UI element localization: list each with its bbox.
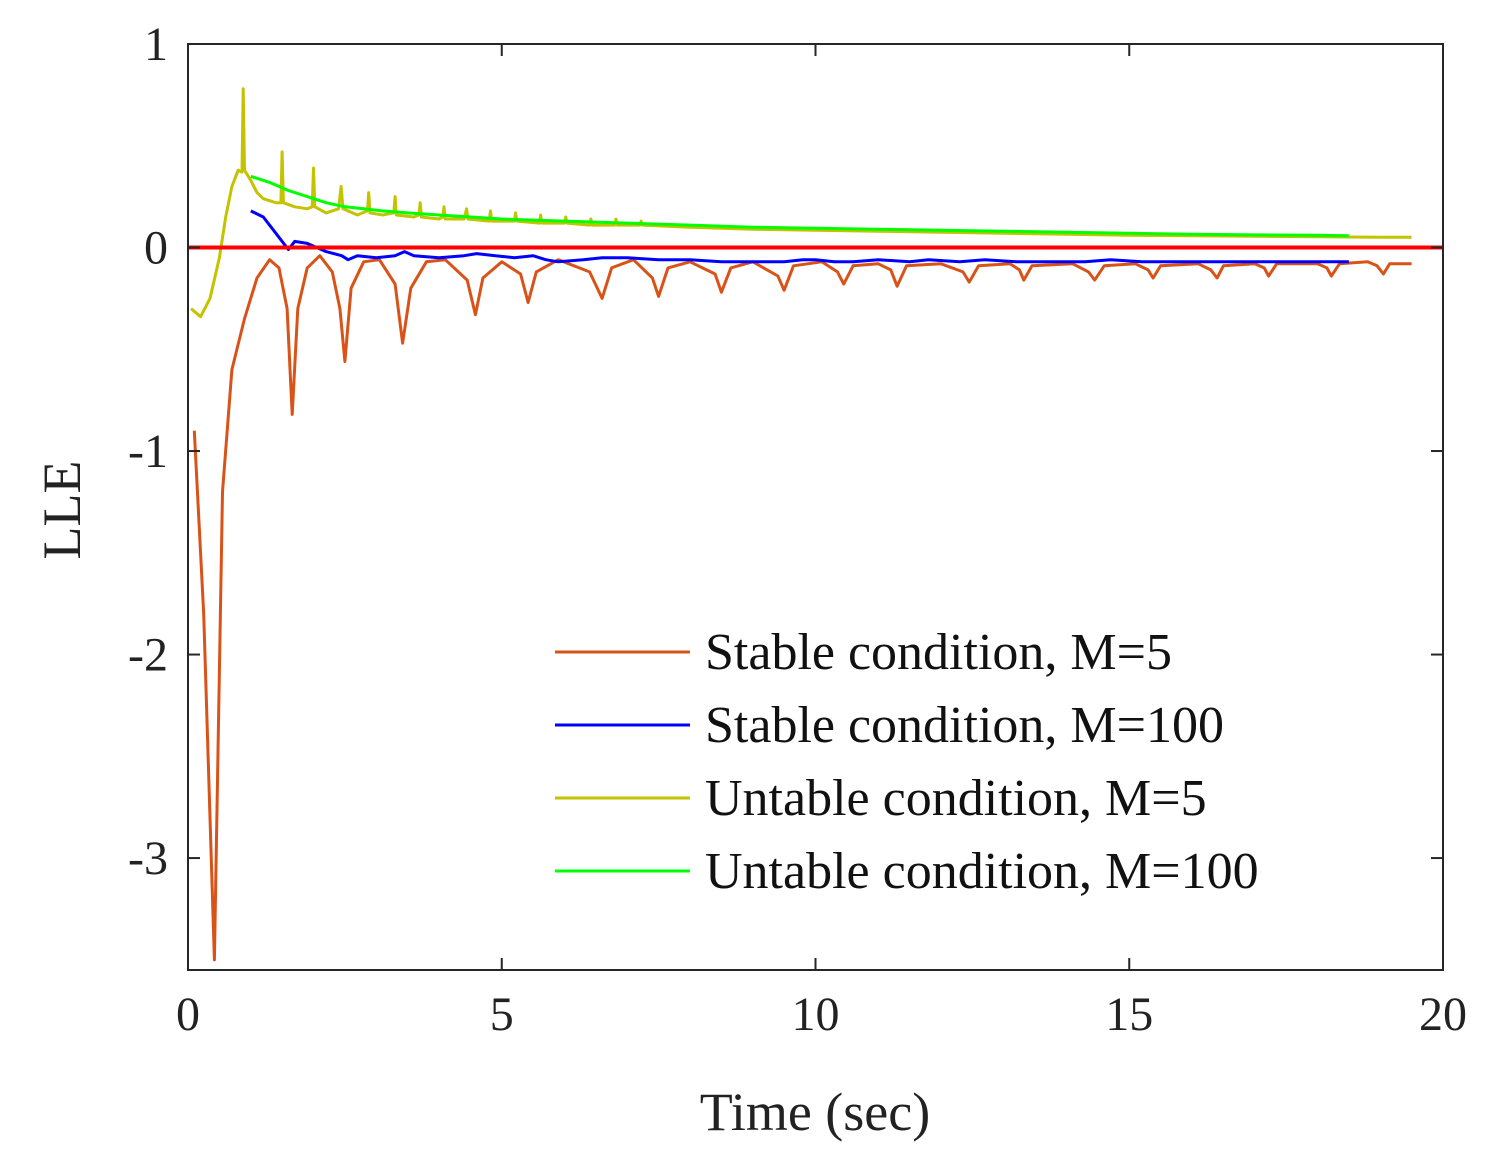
y-tick-label: -2 [128,629,168,682]
y-tick-label: 0 [144,222,168,275]
series-line-2 [250,209,1349,264]
legend: Stable condition, M=5 Stable condition, M… [555,624,1259,900]
axis-ticks [187,43,1444,970]
series-line-3 [190,87,1412,319]
legend-label: Stable condition, M=5 [705,624,1172,681]
x-tick-label: 0 [176,988,200,1041]
axes-box [187,43,1444,971]
x-tick-label: 5 [490,988,514,1041]
y-axis-label: LLE [32,461,92,560]
x-tick-label: 20 [1419,988,1467,1041]
x-tick-label: 15 [1105,988,1153,1041]
legend-label: Untable condition, M=5 [705,770,1207,827]
series-line-4 [250,174,1349,238]
y-tick-label: -1 [128,425,168,478]
legend-label: Untable condition, M=100 [705,843,1259,900]
y-tick-label: -3 [128,832,168,885]
legend-item-2: Stable condition, M=100 [555,697,1224,754]
y-tick-label: 1 [144,18,168,71]
x-tick-label: 10 [792,988,840,1041]
x-axis-label: Time (sec) [700,1082,930,1142]
legend-item-3: Untable condition, M=5 [555,770,1207,827]
legend-label: Stable condition, M=100 [705,697,1224,754]
legend-item-1: Stable condition, M=5 [555,624,1172,681]
legend-item-4: Untable condition, M=100 [555,843,1259,900]
plot-lines [188,87,1443,962]
